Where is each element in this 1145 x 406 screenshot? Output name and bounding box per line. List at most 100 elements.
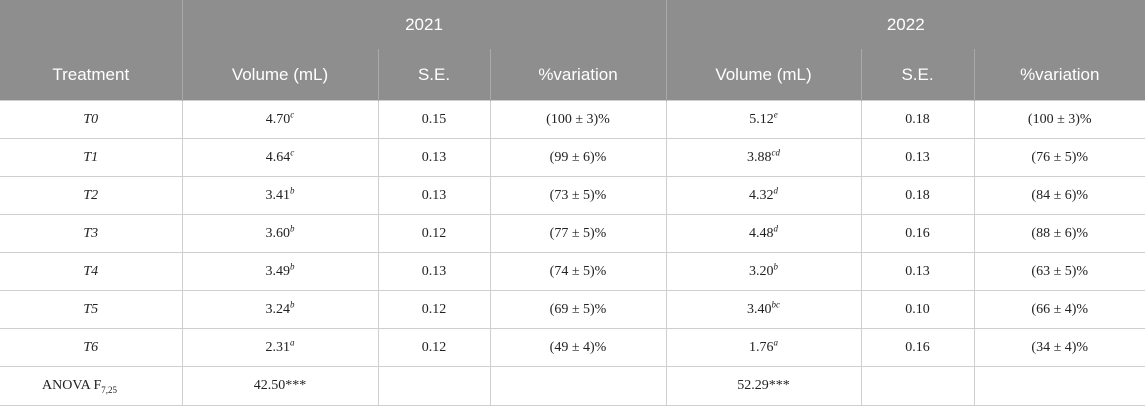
variation-header-2022: %variation [974,49,1145,101]
table-row: T3 3.60b 0.12 (77 ± 5)% 4.48d 0.16 (88 ± 6)% [0,214,1145,253]
table-row: T0 4.70c 0.15 (100 ± 3)% 5.12e 0.18 (100 ± 3)% [0,100,1145,139]
volume-cell-2021: 3.41b [181,176,379,215]
treatment-cell: T5 [0,290,183,329]
volume-value: 3.49 [265,263,291,279]
variation-cell-2021: (69 ± 5)% [489,290,667,329]
variation-cell-2021: (77 ± 5)% [489,214,667,253]
se-cell-2021: 0.12 [377,290,491,329]
significance-letter: a [290,336,295,347]
variation-cell-2021: (74 ± 5)% [489,252,667,291]
se-cell-2022: 0.16 [860,214,975,253]
anova-empty-cell [973,366,1145,406]
se-cell-2021: 0.13 [377,252,491,291]
se-cell-2022: 0.10 [860,290,975,329]
anova-empty-cell [377,366,491,406]
volume-cell-2021: 3.49b [181,252,379,291]
volume-cell-2021: 3.60b [181,214,379,253]
header-blank-cell [0,0,183,49]
significance-letter: d [773,222,779,233]
significance-letter: e [773,108,778,119]
significance-letter: bc [771,298,781,309]
table-row: T2 3.41b 0.13 (73 ± 5)% 4.32d 0.18 (84 ± 6)% [0,176,1145,215]
volume-value: 3.24 [265,301,291,317]
table-row: T5 3.24b 0.12 (69 ± 5)% 3.40bc 0.10 (66 ± 4)% [0,290,1145,329]
column-header-row: Treatment Volume (mL) S.E. %variation Vo… [0,49,1145,101]
volume-value: 5.12 [749,111,774,127]
treatment-cell: T0 [0,100,183,139]
volume-cell-2022: 3.88cd [665,138,862,177]
volume-value: 3.40 [747,301,772,317]
volume-cell-2022: 4.48d [665,214,862,253]
volume-value: 1.76 [749,339,774,355]
volume-header-2021: Volume (mL) [182,49,379,101]
volume-cell-2021: 4.70c [181,100,379,139]
anova-row: ANOVA F7,25 42.50*** 52.29*** [0,366,1145,406]
se-cell-2022: 0.13 [860,138,975,177]
anova-label-subscript: 7,25 [101,384,118,395]
volume-value: 4.32 [749,187,774,203]
se-header-2021: S.E. [378,49,491,101]
se-cell-2021: 0.12 [377,328,491,367]
significance-letter: b [290,184,295,195]
anova-empty-cell [489,366,667,406]
anova-label-cell: ANOVA F7,25 [0,366,183,406]
volume-cell-2021: 4.64c [181,138,379,177]
volume-value: 2.31 [265,339,291,355]
variation-cell-2021: (99 ± 6)% [489,138,667,177]
significance-letter: d [773,184,779,195]
se-cell-2022: 0.18 [860,176,975,215]
significance-letter: c [290,108,295,119]
variation-cell-2022: (34 ± 4)% [973,328,1145,367]
variation-cell-2021: (73 ± 5)% [489,176,667,215]
variation-cell-2021: (100 ± 3)% [489,100,667,139]
se-cell-2022: 0.18 [860,100,975,139]
se-cell-2022: 0.16 [860,328,975,367]
table-row: T1 4.64c 0.13 (99 ± 6)% 3.88cd 0.13 (76 ± 5)% [0,138,1145,177]
variation-cell-2022: (84 ± 6)% [973,176,1145,215]
significance-letter: b [290,260,295,271]
variation-cell-2022: (66 ± 4)% [973,290,1145,329]
se-cell-2021: 0.15 [377,100,491,139]
volume-value: 3.41 [265,187,291,203]
variation-cell-2021: (49 ± 4)% [489,328,667,367]
table-row: T6 2.31a 0.12 (49 ± 4)% 1.76a 0.16 (34 ± 4)% [0,328,1145,367]
se-cell-2021: 0.13 [377,176,491,215]
year-header-2021: 2021 [182,0,667,49]
volume-value: 4.64 [265,149,291,165]
treatment-cell: T4 [0,252,183,291]
anova-label: ANOVA F [42,378,102,393]
significance-letter: b [290,222,295,233]
volume-cell-2021: 3.24b [181,290,379,329]
se-cell-2021: 0.12 [377,214,491,253]
significance-letter: b [290,298,295,309]
volume-cell-2022: 3.20b [665,252,862,291]
volume-value: 3.20 [749,263,774,279]
anova-f-2022: 52.29*** [665,366,862,406]
se-header-2022: S.E. [861,49,975,101]
variation-header-2021: %variation [490,49,667,101]
table-body: T0 4.70c 0.15 (100 ± 3)% 5.12e 0.18 (100 ± 3)%… [0,100,1145,406]
treatment-cell: T6 [0,328,183,367]
se-cell-2021: 0.13 [377,138,491,177]
significance-letter: b [773,260,779,271]
anova-empty-cell [860,366,975,406]
volume-value: 3.60 [265,225,291,241]
se-cell-2022: 0.13 [860,252,975,291]
significance-letter: cd [771,146,781,157]
volume-cell-2022: 5.12e [665,100,862,139]
volume-cell-2022: 3.40bc [665,290,862,329]
year-header-row: 2021 2022 [0,0,1145,49]
volume-value: 4.70 [265,111,291,127]
variation-cell-2022: (76 ± 5)% [973,138,1145,177]
variation-cell-2022: (88 ± 6)% [973,214,1145,253]
treatment-cell: T2 [0,176,183,215]
variation-cell-2022: (63 ± 5)% [973,252,1145,291]
volume-cell-2022: 4.32d [665,176,862,215]
significance-letter: c [290,146,295,157]
volume-value: 4.48 [749,225,774,241]
treatment-header: Treatment [0,49,183,101]
volume-value: 3.88 [747,149,772,165]
treatment-cell: T3 [0,214,183,253]
volume-cell-2022: 1.76a [665,328,862,367]
